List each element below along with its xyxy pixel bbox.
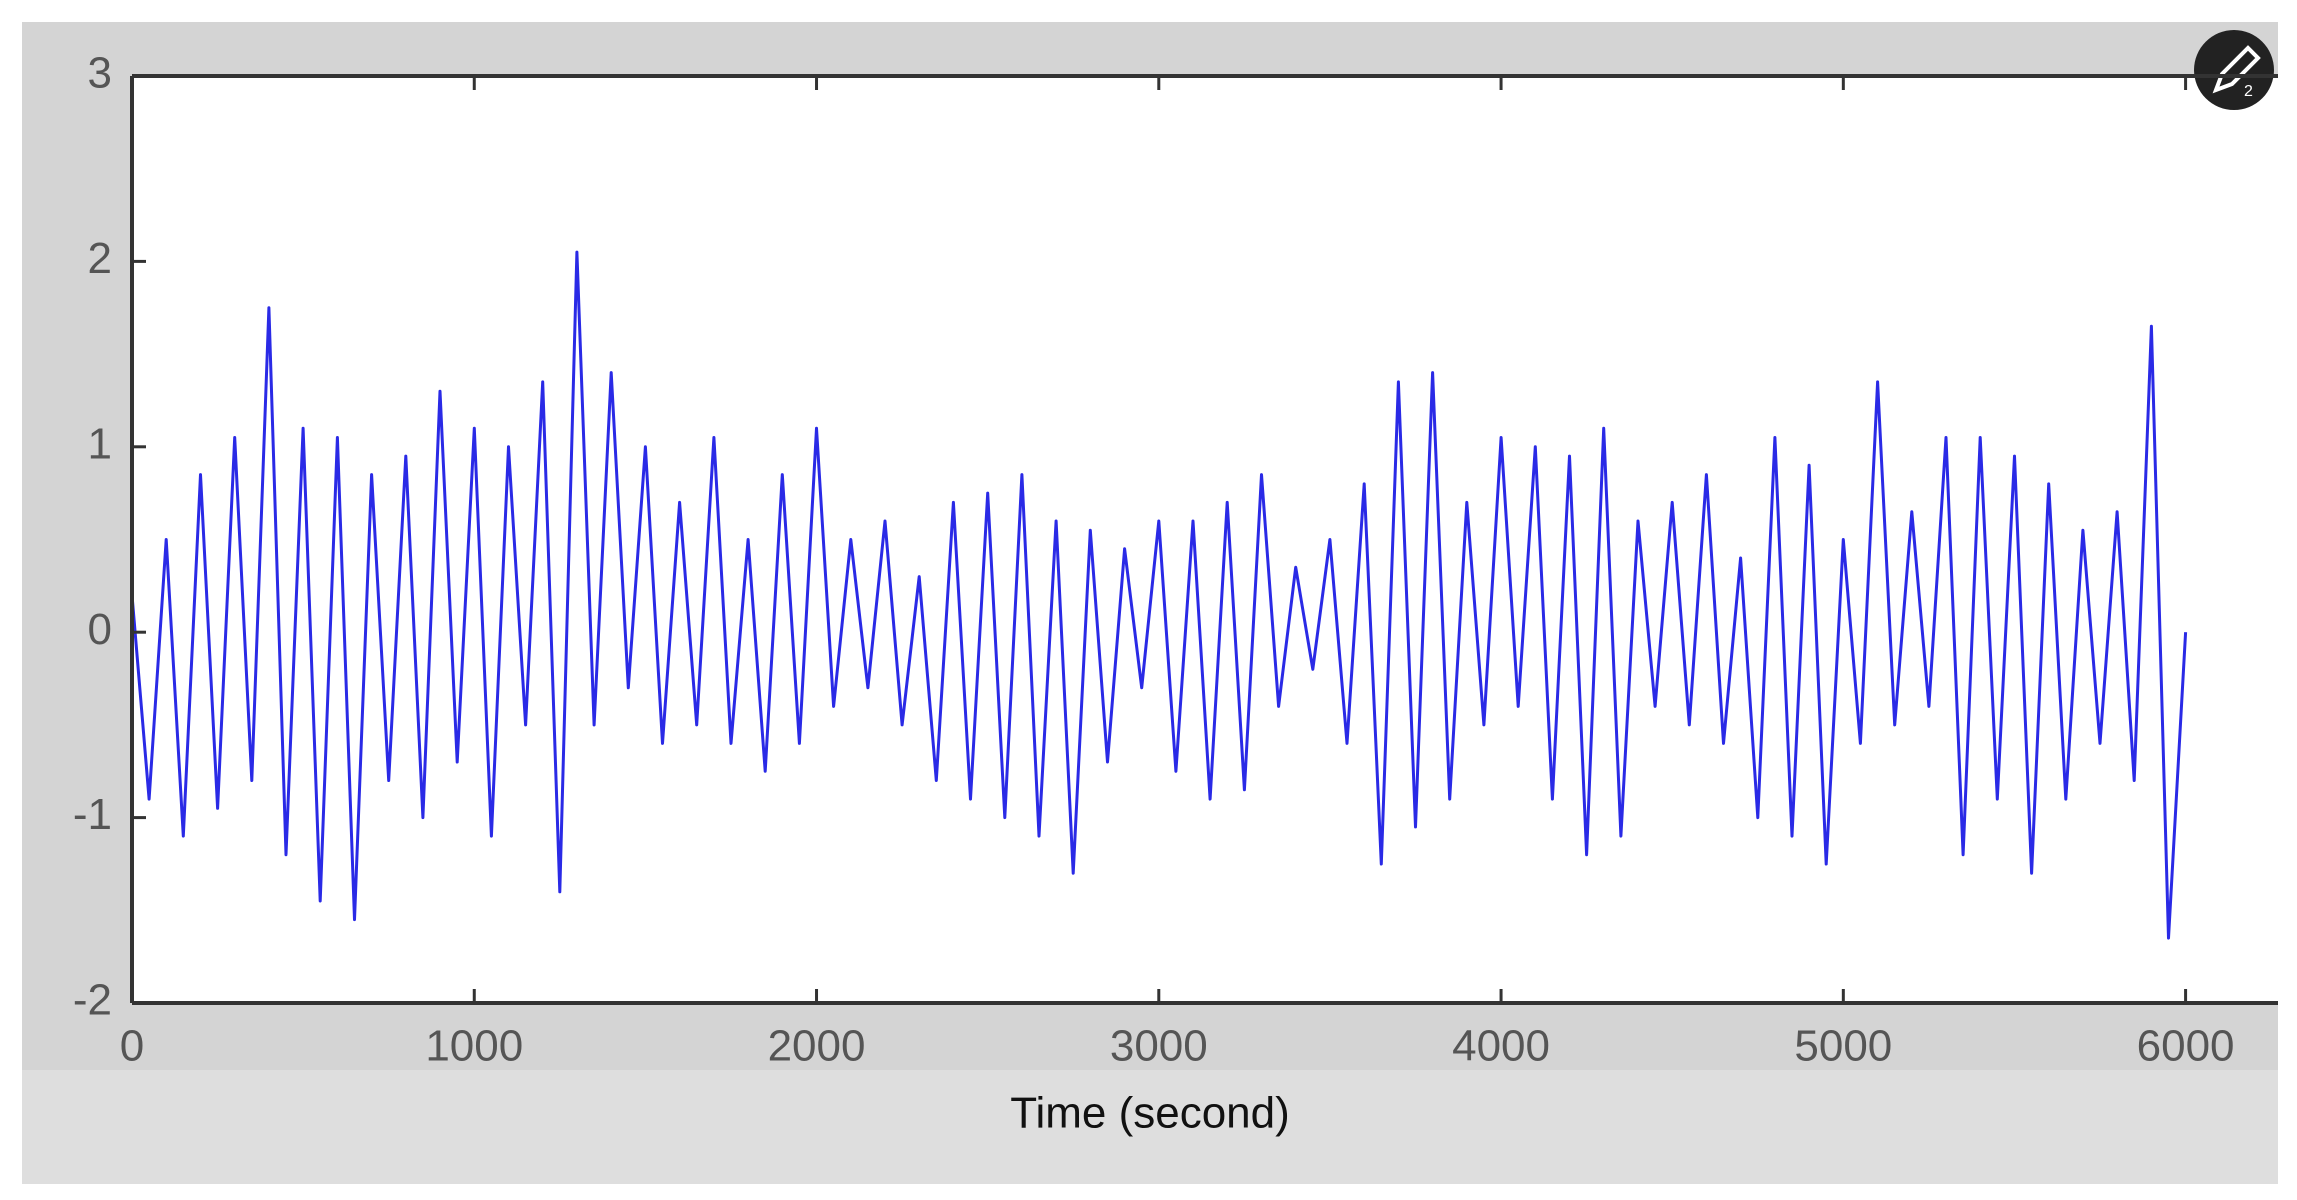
x-tick-label: 6000 xyxy=(2137,1022,2235,1071)
edit-button[interactable]: 2 xyxy=(2194,30,2274,110)
plot-area xyxy=(132,76,2278,1003)
y-tick-label: 2 xyxy=(88,234,112,283)
edit-button-circle[interactable] xyxy=(2194,30,2274,110)
x-tick-label: 0 xyxy=(120,1022,144,1071)
x-tick-label: 3000 xyxy=(1110,1022,1208,1071)
y-tick-label: -1 xyxy=(73,790,112,839)
x-tick-label: 1000 xyxy=(425,1022,523,1071)
x-tick-label: 2000 xyxy=(768,1022,866,1071)
x-tick-label: 5000 xyxy=(1794,1022,1892,1071)
y-tick-label: 0 xyxy=(88,605,112,654)
y-tick-label: -2 xyxy=(73,976,112,1025)
badge-count: 2 xyxy=(2244,83,2253,100)
x-axis-label: Time (second) xyxy=(1010,1089,1290,1138)
y-tick-label: 1 xyxy=(88,419,112,468)
data-line xyxy=(130,250,2188,940)
x-tick-label: 4000 xyxy=(1452,1022,1550,1071)
y-tick-label: 3 xyxy=(88,49,112,98)
label-band xyxy=(22,1070,2278,1184)
